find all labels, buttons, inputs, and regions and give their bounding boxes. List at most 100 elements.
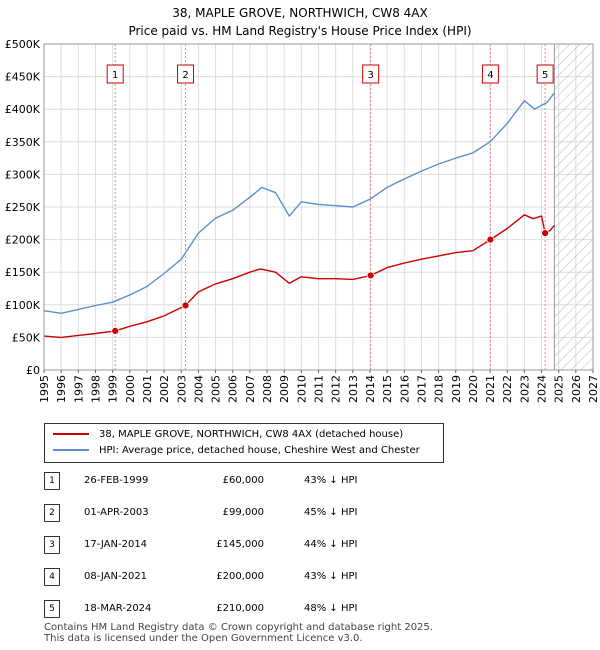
sale-number-badge: 1 — [44, 472, 60, 490]
sale-price: £60,000 — [222, 475, 264, 486]
x-tick-label: 2023 — [518, 375, 531, 403]
x-tick-label: 2019 — [450, 375, 463, 403]
sale-price: £210,000 — [216, 603, 264, 614]
y-tick-label: £500K — [5, 38, 41, 51]
legend-property-swatch — [53, 433, 89, 435]
sale-marker-label: 3 — [367, 70, 373, 81]
y-tick-label: £150K — [5, 266, 41, 279]
title-address: 38, MAPLE GROVE, NORTHWICH, CW8 4AX — [172, 6, 428, 20]
x-tick-label: 1996 — [55, 375, 68, 403]
footer-attribution: Contains HM Land Registry data © Crown c… — [44, 622, 433, 644]
x-tick-label: 1995 — [38, 375, 51, 403]
title-subtitle: Price paid vs. HM Land Registry's House … — [128, 24, 472, 38]
sale-price: £200,000 — [216, 571, 264, 582]
y-tick-label: £200K — [5, 234, 41, 247]
sale-point — [181, 301, 190, 310]
legend-hpi: HPI: Average price, detached house, Ches… — [53, 444, 420, 458]
hpi-line — [43, 92, 555, 314]
x-tick-label: 2003 — [175, 375, 188, 403]
x-tick-label: 2009 — [278, 375, 291, 403]
x-tick-label: 2025 — [553, 375, 566, 403]
sale-number-badge: 4 — [44, 568, 60, 586]
y-tick-label: £400K — [5, 103, 41, 116]
x-tick-label: 2008 — [261, 375, 274, 403]
x-tick-label: 2024 — [536, 375, 549, 403]
legend-hpi-label: HPI: Average price, detached house, Ches… — [99, 445, 420, 456]
legend: 38, MAPLE GROVE, NORTHWICH, CW8 4AX (det… — [44, 423, 444, 463]
sale-number-badge: 2 — [44, 504, 60, 522]
y-tick-label: £100K — [5, 299, 41, 312]
sale-marker-box — [106, 64, 124, 84]
x-tick-label: 2010 — [295, 375, 308, 403]
sale-date: 26-FEB-1999 — [84, 475, 149, 486]
sale-date: 18-MAR-2024 — [84, 603, 152, 614]
price-chart: 1 2 3 4 5 £0 £50K £100K £150K £200K £250K £300K £35… — [5, 38, 600, 403]
table-row: 2 01-APR-2003 £99,000 45% ↓ HPI — [44, 504, 464, 522]
sale-marker-box — [362, 64, 380, 84]
x-tick-label: 1997 — [72, 375, 85, 403]
x-tick-label: 1999 — [107, 375, 120, 403]
sale-marker-box — [177, 64, 195, 84]
legend-property: 38, MAPLE GROVE, NORTHWICH, CW8 4AX (det… — [53, 428, 403, 442]
x-tick-label: 2012 — [330, 375, 343, 403]
x-tick-label: 2022 — [501, 375, 514, 403]
legend-property-label: 38, MAPLE GROVE, NORTHWICH, CW8 4AX (det… — [99, 429, 404, 440]
forecast-region — [554, 44, 593, 370]
x-tick-label: 2001 — [141, 375, 154, 403]
footer-copyright: Contains HM Land Registry data © Crown c… — [44, 622, 433, 633]
x-tick-label: 2011 — [313, 375, 326, 403]
table-row: 3 17-JAN-2014 £145,000 44% ↓ HPI — [44, 536, 464, 554]
x-tick-label: 2014 — [364, 375, 377, 403]
x-tick-label: 1998 — [89, 375, 102, 403]
sale-marker-label: 5 — [542, 70, 548, 81]
x-tick-label: 2013 — [347, 375, 360, 403]
sale-hpi-diff: 48% ↓ HPI — [304, 603, 358, 614]
x-tick-label: 2005 — [210, 375, 223, 403]
sale-number-badge: 5 — [44, 600, 60, 618]
sale-marker-label: 2 — [182, 70, 188, 81]
table-row: 5 18-MAR-2024 £210,000 48% ↓ HPI — [44, 600, 464, 618]
x-tick-label: 2015 — [381, 375, 394, 403]
sale-price: £145,000 — [216, 539, 264, 550]
footer-license: This data is licensed under the Open Gov… — [44, 633, 363, 644]
sale-date: 08-JAN-2021 — [84, 571, 148, 582]
legend-hpi-swatch — [53, 449, 89, 451]
sale-hpi-diff: 43% ↓ HPI — [304, 571, 358, 582]
sale-marker-box — [536, 64, 554, 84]
y-tick-label: £450K — [5, 71, 41, 84]
x-tick-label: 2020 — [467, 375, 480, 403]
x-tick-label: 2027 — [587, 375, 600, 403]
y-tick-label: £0 — [26, 364, 40, 377]
x-tick-label: 2004 — [192, 375, 205, 403]
x-tick-label: 2006 — [227, 375, 240, 403]
sale-date: 01-APR-2003 — [84, 507, 149, 518]
sale-point — [486, 235, 495, 244]
sale-point — [541, 229, 550, 237]
x-tick-label: 2000 — [124, 375, 137, 403]
y-tick-label: £50K — [12, 331, 41, 344]
x-tick-label: 2007 — [244, 375, 257, 403]
sale-hpi-diff: 45% ↓ HPI — [304, 507, 358, 518]
sale-marker-label: 4 — [487, 70, 493, 81]
y-tick-label: £350K — [5, 136, 41, 149]
x-tick-label: 2018 — [433, 375, 446, 403]
y-tick-label: £250K — [5, 201, 41, 214]
table-row: 4 08-JAN-2021 £200,000 43% ↓ HPI — [44, 568, 464, 586]
table-row: 1 26-FEB-1999 £60,000 43% ↓ HPI — [44, 472, 464, 490]
property-price-line — [43, 214, 555, 339]
sale-number-badge: 3 — [44, 536, 60, 554]
y-tick-label: £300K — [5, 168, 41, 181]
x-tick-label: 2021 — [484, 375, 497, 403]
sale-point — [366, 271, 375, 280]
sale-hpi-diff: 43% ↓ HPI — [304, 475, 358, 486]
sale-point — [111, 326, 120, 335]
sale-date: 17-JAN-2014 — [84, 539, 148, 550]
chart-title: 38, MAPLE GROVE, NORTHWICH, CW8 4AX Pric… — [0, 4, 600, 40]
sale-marker-label: 1 — [112, 70, 118, 81]
x-tick-label: 2002 — [158, 375, 171, 403]
sale-hpi-diff: 44% ↓ HPI — [304, 539, 358, 550]
x-tick-label: 2017 — [415, 375, 428, 403]
x-tick-label: 2016 — [398, 375, 411, 403]
x-tick-label: 2026 — [570, 375, 583, 403]
sale-price: £99,000 — [222, 507, 264, 518]
